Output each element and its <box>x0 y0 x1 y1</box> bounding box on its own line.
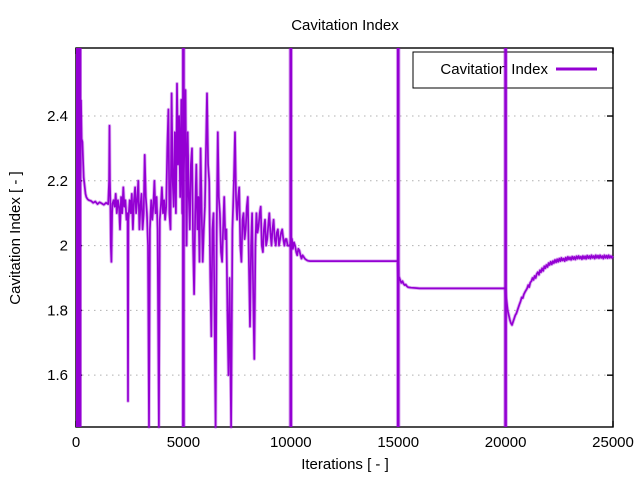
x-tick-label: 15000 <box>377 434 419 451</box>
x-axis-label: Iterations [ - ] <box>301 456 389 473</box>
x-tick-label: 25000 <box>592 434 634 451</box>
chart-title: Cavitation Index <box>291 17 399 34</box>
y-axis-label: Cavitation Index [ - ] <box>7 171 24 304</box>
y-tick-label: 2.2 <box>47 173 68 190</box>
y-tick-label: 1.6 <box>47 367 68 384</box>
y-tick-label: 2 <box>60 238 68 255</box>
x-tick-label: 5000 <box>167 434 200 451</box>
legend: Cavitation Index <box>412 51 614 89</box>
series-line <box>80 82 614 428</box>
x-tick-label: 0 <box>72 434 80 451</box>
data-line-cavitation-index <box>76 48 615 429</box>
initial-transient-band <box>76 48 82 427</box>
legend-label: Cavitation Index <box>440 61 548 78</box>
x-tick-label: 10000 <box>270 434 312 451</box>
tick-labels: 0 5000 10000 15000 20000 25000 1.6 1.8 2 2.2 2.4 <box>47 108 634 451</box>
y-tick-label: 1.8 <box>47 302 68 319</box>
x-tick-label: 20000 <box>485 434 527 451</box>
y-tick-label: 2.4 <box>47 108 68 125</box>
legend-box <box>412 51 614 89</box>
